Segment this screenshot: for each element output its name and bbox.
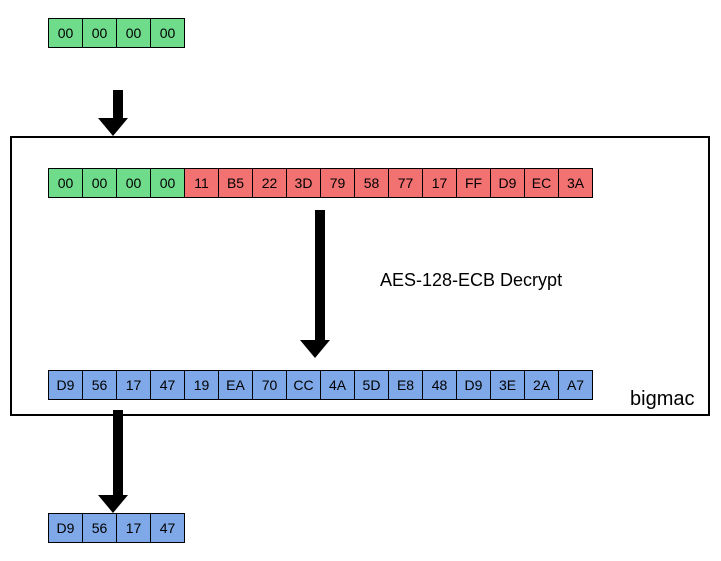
byte-cell: 3D (286, 168, 321, 198)
byte-cell: D9 (456, 370, 491, 400)
byte-cell: FF (456, 168, 491, 198)
byte-cell: EC (524, 168, 559, 198)
byte-cell: 48 (422, 370, 457, 400)
byte-cell: A7 (558, 370, 593, 400)
bigmac-label: bigmac (630, 388, 694, 411)
plain-bytes-row: D956174719EA70CC4A5DE848D93E2AA7 (48, 370, 593, 400)
byte-cell: 19 (184, 370, 219, 400)
byte-cell: 5D (354, 370, 389, 400)
byte-cell: 47 (150, 370, 185, 400)
byte-cell: 47 (150, 513, 185, 543)
byte-cell: 00 (116, 168, 151, 198)
byte-cell: B5 (218, 168, 253, 198)
byte-cell: 3E (490, 370, 525, 400)
operation-label: AES-128-ECB Decrypt (380, 270, 562, 291)
arrow-top-to-middle (108, 90, 128, 136)
byte-cell: 00 (82, 168, 117, 198)
arrow-to-result (108, 410, 128, 513)
top-bytes-row: 00000000 (48, 18, 185, 48)
arrow-decrypt (310, 210, 330, 358)
byte-cell: 00 (150, 18, 185, 48)
byte-cell: 70 (252, 370, 287, 400)
byte-cell: E8 (388, 370, 423, 400)
byte-cell: 17 (116, 513, 151, 543)
byte-cell: 3A (558, 168, 593, 198)
byte-cell: 00 (150, 168, 185, 198)
byte-cell: D9 (48, 513, 83, 543)
byte-cell: 77 (388, 168, 423, 198)
byte-cell: D9 (48, 370, 83, 400)
byte-cell: 56 (82, 370, 117, 400)
byte-cell: 00 (48, 168, 83, 198)
byte-cell: 00 (116, 18, 151, 48)
cipher-bytes-row: 0000000011B5223D79587717FFD9EC3A (48, 168, 593, 198)
byte-cell: 11 (184, 168, 219, 198)
byte-cell: EA (218, 370, 253, 400)
byte-cell: 22 (252, 168, 287, 198)
byte-cell: 2A (524, 370, 559, 400)
byte-cell: 58 (354, 168, 389, 198)
byte-cell: 00 (82, 18, 117, 48)
byte-cell: 00 (48, 18, 83, 48)
byte-cell: 17 (422, 168, 457, 198)
byte-cell: 56 (82, 513, 117, 543)
byte-cell: CC (286, 370, 321, 400)
byte-cell: 79 (320, 168, 355, 198)
byte-cell: 4A (320, 370, 355, 400)
byte-cell: D9 (490, 168, 525, 198)
result-bytes-row: D9561747 (48, 513, 185, 543)
byte-cell: 17 (116, 370, 151, 400)
